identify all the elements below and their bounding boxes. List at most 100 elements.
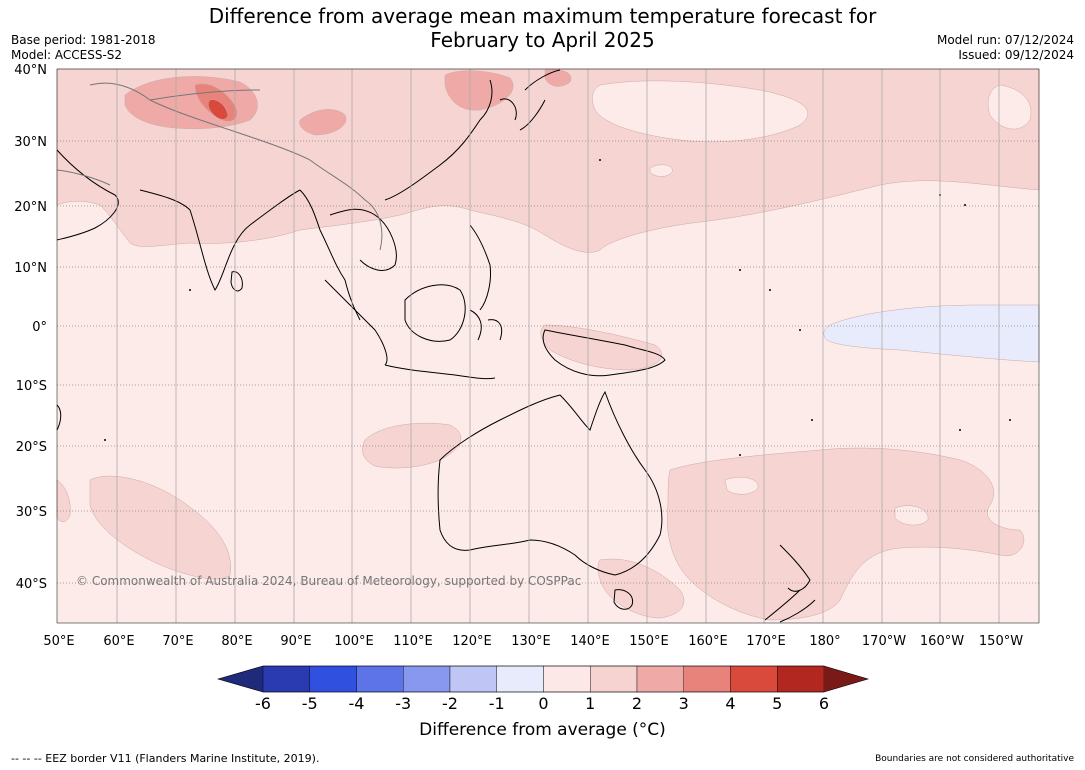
lat-tick-label: 20°N — [14, 200, 47, 215]
colorbar-segment — [262, 665, 310, 693]
lon-tick-label: 70°E — [162, 634, 193, 649]
island-dot — [104, 439, 106, 441]
island-dots — [104, 159, 1011, 456]
colorbar-tick-label: 5 — [772, 694, 782, 713]
lon-tick-label: 110°E — [393, 634, 433, 649]
border-middle-east — [56, 169, 111, 186]
graticule — [57, 69, 1039, 623]
coast-east-africa — [56, 404, 62, 431]
island-dot — [739, 454, 741, 456]
colorbar-segment — [590, 665, 638, 693]
island-dot — [811, 419, 813, 421]
coast-china — [384, 79, 493, 201]
lon-tick-label: 140°E — [570, 634, 610, 649]
country-borders — [56, 82, 383, 251]
lon-tick-label: 100°E — [334, 634, 374, 649]
colorbar-tick-label: -2 — [442, 694, 458, 713]
colorbar-segment — [636, 665, 684, 693]
coast-korea-japan — [499, 69, 561, 131]
colorbar-arrow-low — [218, 666, 263, 692]
map-panel — [56, 68, 1040, 624]
lon-tick-label: 170°E — [746, 634, 786, 649]
longitude-labels: 50°E 60°E 70°E 80°E 90°E 100°E 110°E 120°E 130°E… — [43, 634, 1023, 649]
contour-png-band — [540, 324, 663, 371]
lon-tick-label: 80°E — [221, 634, 252, 649]
contour-central-pacific-cool — [823, 304, 1040, 363]
base-period-text: Base period: 1981-2018 — [11, 33, 156, 47]
island-dot — [189, 289, 191, 291]
lon-tick-label: 50°E — [43, 634, 74, 649]
copyright-text: © Commonwealth of Australia 2024, Bureau… — [76, 574, 582, 588]
meta-left: Base period: 1981-2018 Model: ACCESS-S2 — [11, 33, 156, 63]
coast-india — [139, 189, 301, 291]
colorbar-tick-label: -5 — [302, 694, 318, 713]
lat-tick-label: 0° — [32, 320, 47, 335]
colorbar-tick-label: -1 — [489, 694, 505, 713]
latitude-labels: 40°N 30°N 20°N 10°N 0° 10°S 20°S 30°S 40°S — [14, 63, 47, 592]
issued-text: Issued: 09/12/2024 — [958, 48, 1074, 62]
lon-tick-label: 150°W — [979, 634, 1023, 649]
colorbar-segment — [777, 665, 825, 693]
title-line-2: February to April 2025 — [430, 28, 655, 52]
colorbar-arrow-high — [824, 666, 868, 692]
lat-tick-label: 30°S — [16, 505, 47, 520]
lon-tick-label: 180° — [809, 634, 840, 649]
title-line-1: Difference from average mean maximum tem… — [208, 4, 877, 28]
island-dot — [959, 429, 961, 431]
coast-sumatra — [324, 279, 388, 366]
coast-se-asia — [299, 189, 361, 321]
coast-new-guinea — [542, 329, 666, 377]
map-frame — [56, 68, 1040, 624]
eez-border-note: -- -- -- EEZ border V11 (Flanders Marine… — [11, 752, 320, 765]
contour-ne-light — [592, 80, 808, 143]
colorbar-segment — [356, 665, 404, 693]
model-text: Model: ACCESS-S2 — [11, 48, 123, 62]
island-dot — [599, 159, 601, 161]
island-dot — [739, 269, 741, 271]
island-dot — [799, 329, 801, 331]
colorbar-tick-label: 0 — [538, 694, 548, 713]
border-china-north — [149, 89, 261, 101]
colorbar-segment — [730, 665, 778, 693]
colorbar-segment — [683, 665, 731, 693]
lat-tick-label: 10°N — [14, 261, 47, 276]
coast-borneo — [404, 284, 466, 342]
coast-srilanka — [230, 271, 243, 292]
contour-sw-edge — [56, 479, 71, 522]
chart-title: Difference from average mean maximum tem… — [0, 4, 1085, 52]
lon-tick-label: 60°E — [103, 634, 134, 649]
model-run-text: Model run: 07/12/2024 — [936, 33, 1074, 47]
lon-tick-label: 90°E — [280, 634, 311, 649]
lon-tick-label: 120°E — [452, 634, 492, 649]
coast-java — [384, 364, 496, 380]
coast-philippines — [469, 224, 491, 311]
contour-tibet-4c — [208, 99, 229, 120]
contour-ne-light-3 — [649, 164, 673, 177]
contour-south-pacific-hole-2 — [894, 505, 929, 526]
lon-tick-label: 160°W — [920, 634, 964, 649]
colorbar-segment — [403, 665, 451, 693]
colorbar-segment — [543, 665, 591, 693]
contour-tibet-2c — [124, 76, 258, 129]
coast-sulawesi — [469, 309, 503, 341]
lon-tick-label: 170°W — [862, 634, 906, 649]
lat-tick-label: 30°N — [14, 135, 47, 150]
contour-china-2c — [444, 70, 514, 111]
colorbar-segment — [449, 665, 497, 693]
contour-south-pacific-hole — [724, 477, 759, 495]
lat-tick-label: 20°S — [16, 440, 47, 455]
colorbar-segment — [309, 665, 357, 693]
boundaries-disclaimer: Boundaries are not considered authoritat… — [875, 754, 1074, 764]
colorbar-tick-label: 3 — [679, 694, 689, 713]
colorbar-tick-label: 4 — [725, 694, 735, 713]
colorbar-tick-label: -6 — [255, 694, 271, 713]
lat-tick-label: 40°S — [16, 577, 47, 592]
coast-indochina — [329, 208, 397, 271]
lon-tick-label: 150°E — [629, 634, 669, 649]
colorbar-segment — [496, 665, 544, 693]
meta-right: Model run: 07/12/2024 Issued: 09/12/2024 — [937, 33, 1074, 63]
colorbar-tick-label: 1 — [585, 694, 595, 713]
colorbar-outline — [216, 665, 870, 693]
colorbar-tick-label: 2 — [632, 694, 642, 713]
